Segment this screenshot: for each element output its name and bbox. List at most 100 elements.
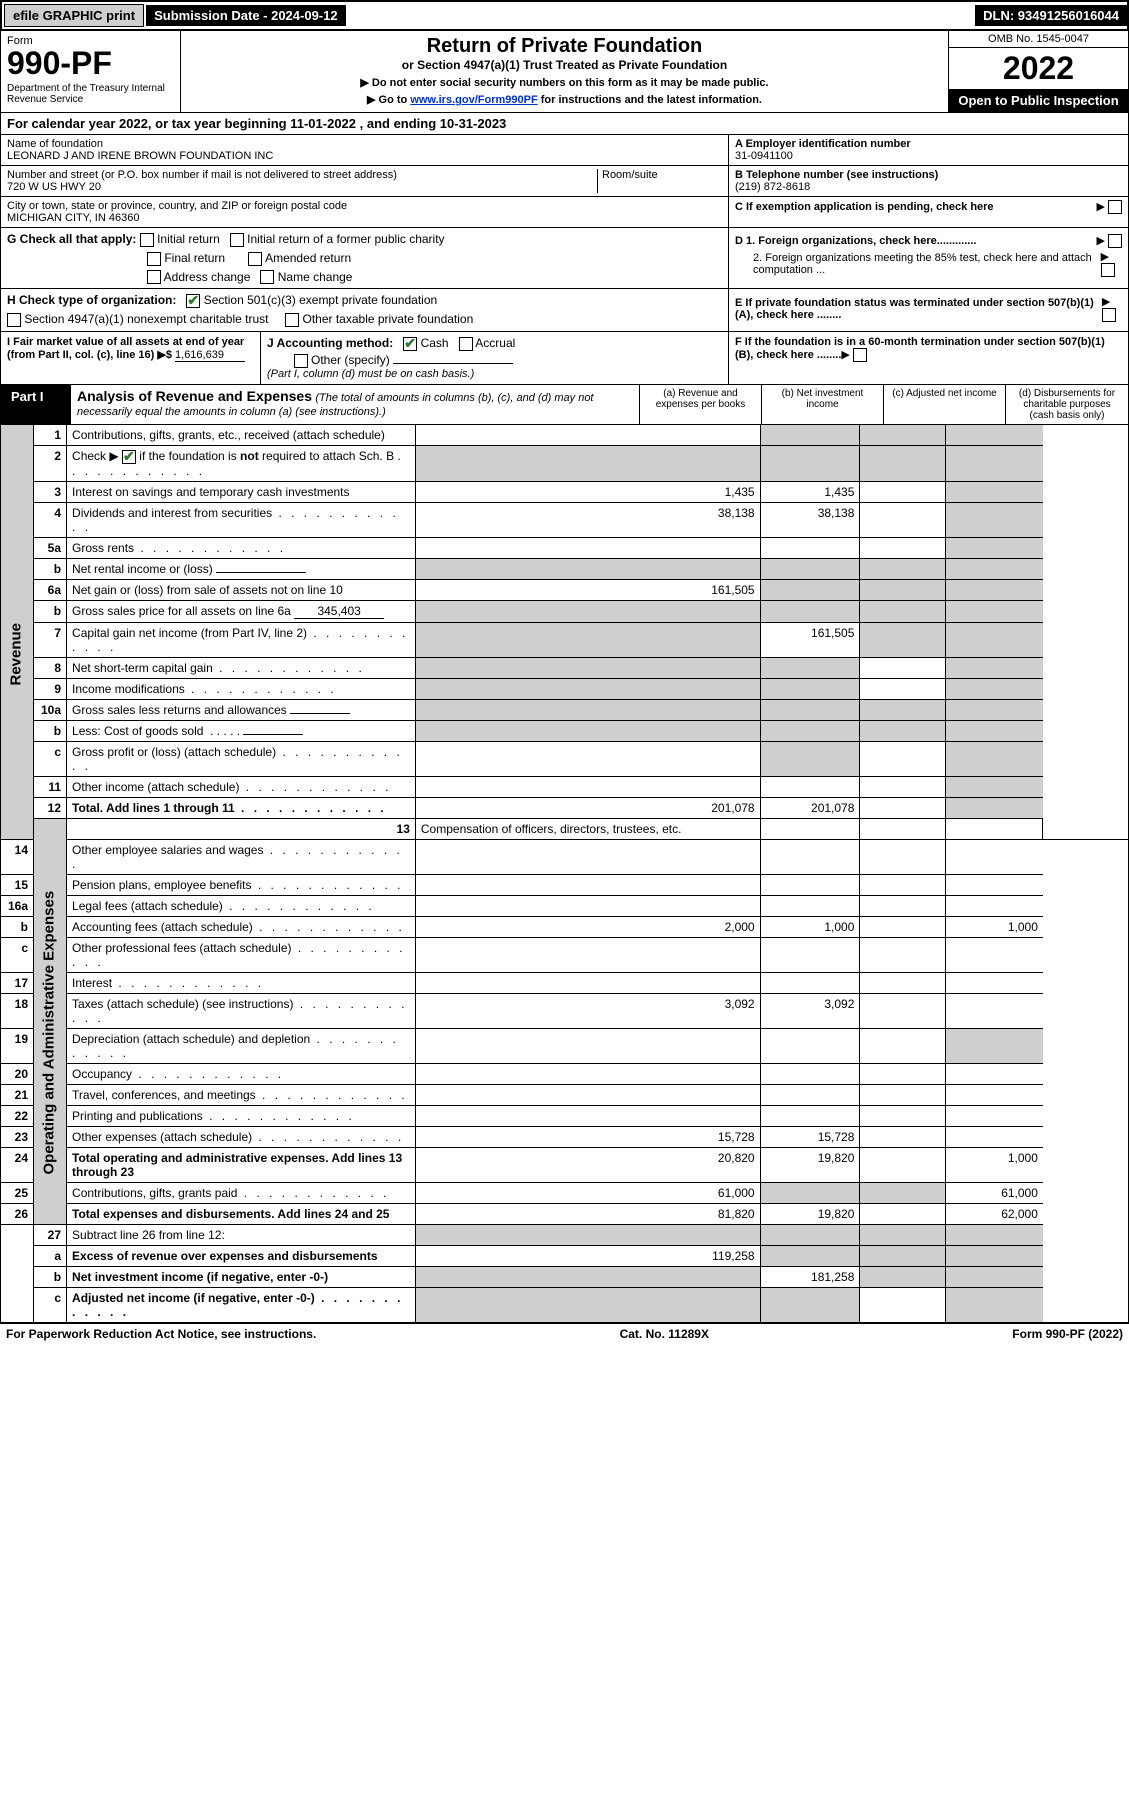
form-subtitle: or Section 4947(a)(1) Trust Treated as P… xyxy=(191,58,938,72)
5b-blank xyxy=(216,572,306,573)
irs-link[interactable]: www.irs.gov/Form990PF xyxy=(410,94,537,106)
schb-checkbox[interactable] xyxy=(122,450,136,464)
ln-6a: 6a xyxy=(34,579,67,600)
desc-16a: Legal fees (attach schedule) xyxy=(67,895,416,916)
g-final-return[interactable] xyxy=(147,252,161,266)
v-1c xyxy=(860,425,946,446)
g-initial-public[interactable] xyxy=(230,233,244,247)
v-24d: 1,000 xyxy=(945,1147,1042,1182)
note-2: ▶ Go to www.irs.gov/Form990PF for instru… xyxy=(191,93,938,106)
v-27a-a: 119,258 xyxy=(415,1245,760,1266)
phone-value: (219) 872-8618 xyxy=(735,181,1122,193)
ln-8: 8 xyxy=(34,657,67,678)
dept-text: Department of the Treasury Internal Reve… xyxy=(7,83,174,105)
line-3: 3Interest on savings and temporary cash … xyxy=(1,481,1129,502)
entity-info: Name of foundation LEONARD J AND IRENE B… xyxy=(0,135,1129,228)
c-checkbox[interactable] xyxy=(1108,200,1122,214)
line-6a: 6aNet gain or (loss) from sale of assets… xyxy=(1,579,1129,600)
desc-27: Subtract line 26 from line 12: xyxy=(67,1224,416,1245)
name-row: Name of foundation LEONARD J AND IRENE B… xyxy=(1,135,728,166)
ln-11: 11 xyxy=(34,776,67,797)
h-other-taxable[interactable] xyxy=(285,313,299,327)
e-block: E If private foundation status was termi… xyxy=(728,289,1128,331)
line-16a: 16aLegal fees (attach schedule) xyxy=(1,895,1129,916)
j-note: (Part I, column (d) must be on cash basi… xyxy=(267,368,722,380)
addr-label: Number and street (or P.O. box number if… xyxy=(7,169,597,181)
desc-10a: Gross sales less returns and allowances xyxy=(67,699,416,720)
line-5b: bNet rental income or (loss) xyxy=(1,558,1129,579)
v-25d: 61,000 xyxy=(945,1182,1042,1203)
phone-label: B Telephone number (see instructions) xyxy=(735,169,1122,181)
line-27c: cAdjusted net income (if negative, enter… xyxy=(1,1287,1129,1322)
ln-27b: b xyxy=(34,1266,67,1287)
header-center: Return of Private Foundation or Section … xyxy=(181,31,948,112)
d1-checkbox[interactable] xyxy=(1108,234,1122,248)
line-25: 25Contributions, gifts, grants paid61,00… xyxy=(1,1182,1129,1203)
e-checkbox[interactable] xyxy=(1102,308,1116,322)
g-opt-3: Amended return xyxy=(265,251,351,265)
g-name-change[interactable] xyxy=(260,270,274,284)
v-12a: 201,078 xyxy=(415,797,760,818)
d2-label: 2. Foreign organizations meeting the 85%… xyxy=(735,252,1101,276)
desc-17: Interest xyxy=(67,972,416,993)
form-header: Form 990-PF Department of the Treasury I… xyxy=(0,31,1129,113)
g-amended[interactable] xyxy=(248,252,262,266)
ln-16c: c xyxy=(1,937,34,972)
ln-2: 2 xyxy=(34,445,67,481)
ln-10c: c xyxy=(34,741,67,776)
desc-12: Total. Add lines 1 through 11 xyxy=(67,797,416,818)
desc-16b: Accounting fees (attach schedule) xyxy=(67,916,416,937)
info-right: A Employer identification number 31-0941… xyxy=(728,135,1128,227)
ln-17: 17 xyxy=(1,972,34,993)
g-address-change[interactable] xyxy=(147,270,161,284)
ln-23: 23 xyxy=(1,1126,34,1147)
g-initial-return[interactable] xyxy=(140,233,154,247)
name-label: Name of foundation xyxy=(7,138,722,150)
ln-18: 18 xyxy=(1,993,34,1028)
h-opt-0: Section 501(c)(3) exempt private foundat… xyxy=(204,293,437,307)
d2-row: 2. Foreign organizations meeting the 85%… xyxy=(735,250,1122,277)
6b-text: Gross sales price for all assets on line… xyxy=(72,604,291,618)
v-4b: 38,138 xyxy=(760,502,860,537)
desc-10c: Gross profit or (loss) (attach schedule) xyxy=(67,741,416,776)
v-25a: 61,000 xyxy=(415,1182,760,1203)
j-cash[interactable] xyxy=(403,337,417,351)
line-6b: bGross sales price for all assets on lin… xyxy=(1,600,1129,622)
f-checkbox[interactable] xyxy=(853,348,867,362)
10a-text: Gross sales less returns and allowances xyxy=(72,703,287,717)
v-24a: 20,820 xyxy=(415,1147,760,1182)
efile-print-button[interactable]: efile GRAPHIC print xyxy=(4,4,144,27)
v-3a: 1,435 xyxy=(415,481,760,502)
desc-26: Total expenses and disbursements. Add li… xyxy=(67,1203,416,1224)
10b-text: Less: Cost of goods sold xyxy=(72,724,203,738)
desc-5b-text: Net rental income or (loss) xyxy=(72,562,213,576)
ln-3: 3 xyxy=(34,481,67,502)
ln-13: 13 xyxy=(67,818,416,839)
j-accrual[interactable] xyxy=(459,337,473,351)
header-right: OMB No. 1545-0047 2022 Open to Public In… xyxy=(948,31,1128,112)
d2-checkbox[interactable] xyxy=(1101,263,1115,277)
h-4947[interactable] xyxy=(7,313,21,327)
g-line2: Final return Amended return xyxy=(147,251,722,266)
e-label: E If private foundation status was termi… xyxy=(735,297,1102,321)
g-opt-4: Address change xyxy=(164,270,251,284)
ln-21: 21 xyxy=(1,1084,34,1105)
desc-27a: Excess of revenue over expenses and disb… xyxy=(67,1245,416,1266)
expenses-rotate: Operating and Administrative Expenses xyxy=(34,818,67,1224)
v-16b-a: 2,000 xyxy=(415,916,760,937)
phone-row: B Telephone number (see instructions) (2… xyxy=(729,166,1128,197)
h-501c3[interactable] xyxy=(186,294,200,308)
revenue-rotate: Revenue xyxy=(1,425,34,839)
v-26a: 81,820 xyxy=(415,1203,760,1224)
v-23a: 15,728 xyxy=(415,1126,760,1147)
v-18a: 3,092 xyxy=(415,993,760,1028)
desc-22: Printing and publications xyxy=(67,1105,416,1126)
v-1b xyxy=(760,425,860,446)
desc-18: Taxes (attach schedule) (see instruction… xyxy=(67,993,416,1028)
v-18b: 3,092 xyxy=(760,993,860,1028)
addr-cell: Number and street (or P.O. box number if… xyxy=(7,169,598,193)
part1-title-cell: Analysis of Revenue and Expenses (The to… xyxy=(71,385,640,424)
ln-19: 19 xyxy=(1,1028,34,1063)
j-other[interactable] xyxy=(294,354,308,368)
v-24b: 19,820 xyxy=(760,1147,860,1182)
